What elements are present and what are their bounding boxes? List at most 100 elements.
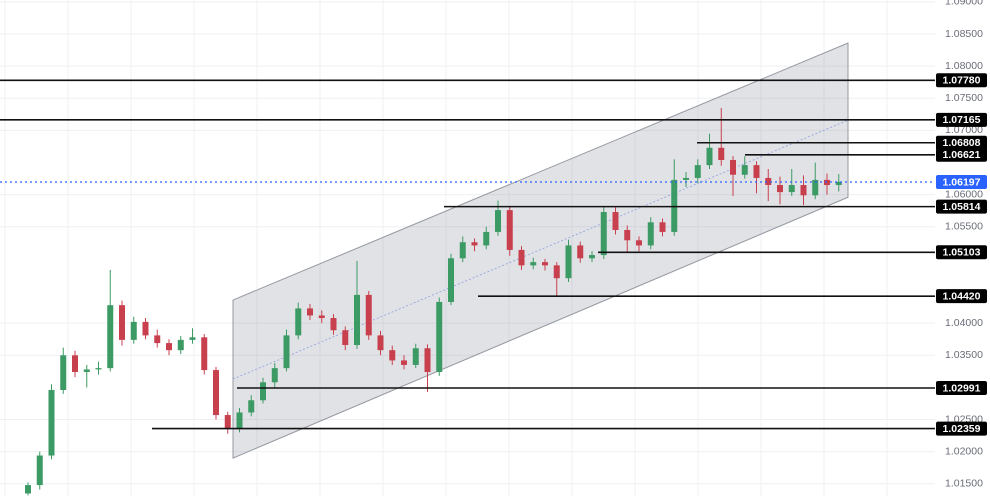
level-label: 1.05103 — [943, 247, 981, 259]
y-tick-label: 1.05500 — [945, 221, 983, 233]
candle-body — [189, 337, 196, 340]
y-tick-label: 1.06000 — [945, 188, 983, 200]
candle-body — [765, 177, 772, 186]
candle-body — [142, 321, 149, 336]
level-label-box — [936, 135, 987, 150]
level-label-box — [936, 112, 987, 127]
candle-body — [718, 147, 725, 160]
channel-median — [232, 119, 849, 380]
level-label: 1.05814 — [943, 201, 981, 213]
y-tick-label: 1.09000 — [945, 0, 983, 8]
candle-body — [130, 321, 137, 340]
candle-body — [777, 185, 783, 193]
level-label-box — [936, 147, 987, 162]
candle-body — [483, 231, 490, 246]
candle-body — [330, 318, 337, 331]
candle-body — [271, 368, 278, 383]
candle-body — [553, 265, 560, 279]
candle-body — [260, 382, 266, 401]
level-label-box — [936, 73, 987, 88]
candle-body — [683, 177, 689, 180]
candle-body — [636, 240, 642, 246]
candle-body — [600, 212, 607, 256]
level-label-box — [936, 421, 987, 436]
candle-body — [530, 262, 537, 266]
candle-body — [25, 485, 31, 494]
candle-body — [48, 389, 55, 456]
candle-body — [224, 415, 231, 429]
level-label: 1.02359 — [943, 423, 981, 435]
level-label-box — [936, 245, 987, 260]
candle-body — [577, 245, 584, 259]
candle-body — [788, 185, 795, 193]
candle-body — [448, 258, 454, 302]
candle-body — [401, 360, 407, 365]
candle-body — [730, 159, 736, 175]
y-tick-label: 1.08000 — [945, 60, 983, 72]
candle-body — [812, 179, 819, 196]
candle-body — [589, 255, 595, 259]
candle-body — [459, 242, 466, 259]
y-tick-label: 1.07000 — [945, 124, 983, 136]
candle-body — [83, 369, 90, 372]
candle-body — [495, 210, 501, 232]
candle-body — [60, 355, 67, 390]
candle-body — [72, 355, 78, 372]
level-label: 1.06808 — [943, 137, 981, 149]
candle-body — [706, 147, 713, 166]
candle-body — [283, 335, 290, 369]
candle-body — [295, 308, 302, 336]
level-label-box — [936, 380, 987, 395]
candle-body — [95, 368, 102, 370]
y-tick-label: 1.04000 — [945, 317, 983, 329]
candle-body — [354, 294, 360, 346]
candle-body — [506, 210, 513, 250]
level-label-box — [936, 199, 987, 214]
candle-body — [835, 181, 842, 186]
candle-body — [612, 212, 619, 231]
level-label: 1.06621 — [943, 149, 981, 161]
candle-body — [166, 343, 172, 351]
candle-body — [542, 262, 548, 266]
candle-body — [248, 400, 255, 413]
candle-body — [412, 348, 419, 365]
candle-body — [36, 455, 43, 486]
y-tick-label: 1.02000 — [945, 445, 983, 457]
candle-body — [624, 230, 631, 241]
level-label: 1.02991 — [943, 382, 981, 394]
candle-body — [565, 245, 572, 279]
candle-body — [307, 308, 313, 316]
candle-body — [471, 242, 478, 246]
candle-body — [154, 335, 161, 344]
candle-body — [119, 305, 125, 340]
last-price-label: 1.06197 — [943, 176, 981, 188]
candle-body — [694, 165, 701, 178]
candle-body — [365, 294, 372, 336]
candle-body — [342, 330, 349, 346]
last-price-box — [936, 175, 987, 190]
candle-body — [177, 339, 184, 351]
candle-body — [201, 337, 208, 371]
candle-body — [518, 249, 525, 266]
y-tick-label: 1.03500 — [945, 349, 983, 361]
candle-body — [436, 301, 443, 372]
y-tick-label: 1.07500 — [945, 92, 983, 104]
candle-body — [753, 165, 760, 178]
candle-body — [377, 335, 384, 351]
candle-body — [107, 305, 114, 369]
candle-body — [318, 315, 325, 319]
candle-body — [741, 165, 748, 175]
candle-body — [213, 370, 219, 416]
y-tick-label: 1.01500 — [945, 478, 983, 490]
level-label: 1.07780 — [943, 75, 981, 87]
candle-body — [659, 222, 666, 232]
candle-body — [389, 350, 396, 361]
level-label: 1.07165 — [943, 114, 981, 126]
candle-body — [647, 222, 654, 246]
level-label: 1.04420 — [943, 290, 981, 302]
candle-body — [800, 185, 807, 196]
y-tick-label: 1.08500 — [945, 28, 983, 40]
candle-body — [236, 412, 243, 429]
